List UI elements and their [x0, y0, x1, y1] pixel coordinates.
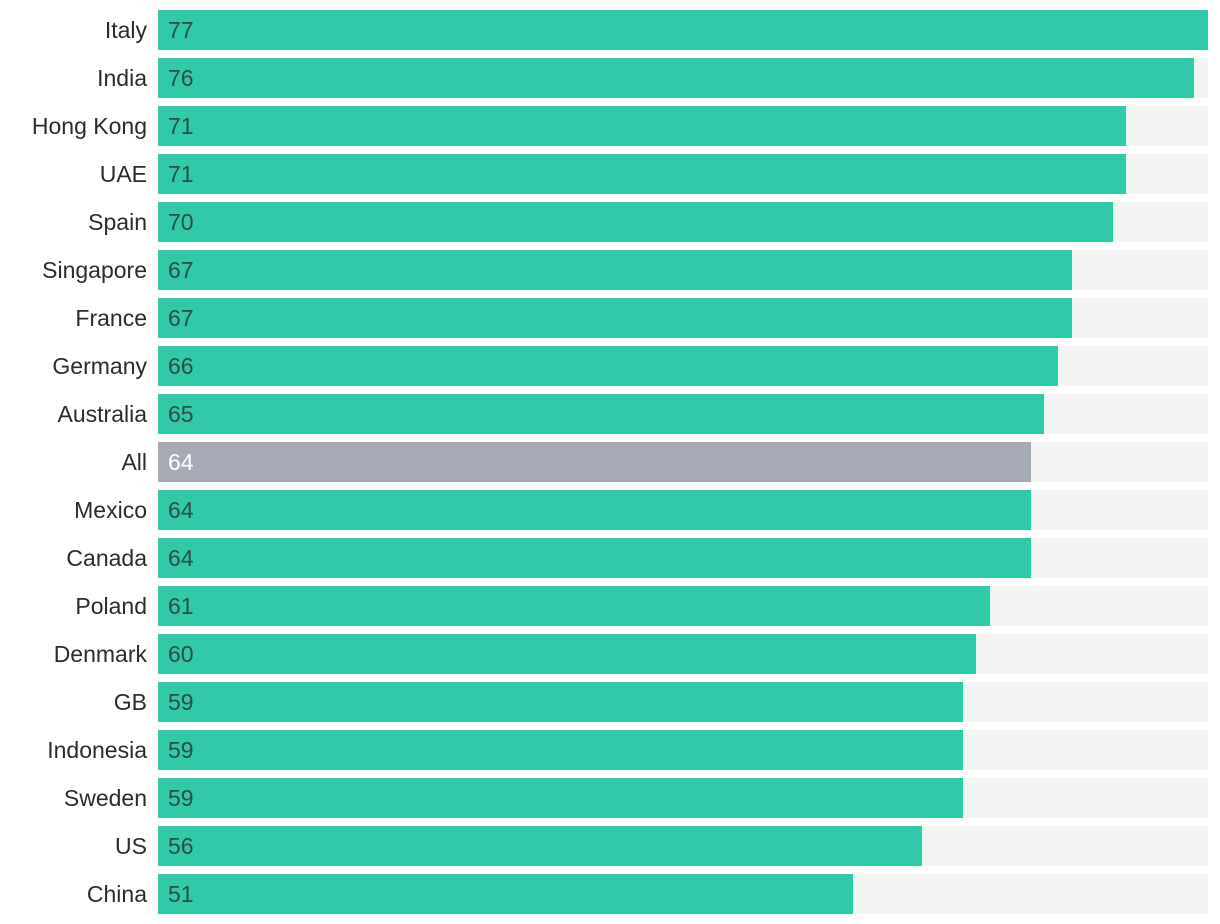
bar	[158, 826, 922, 866]
category-label: India	[97, 65, 147, 91]
category-label: Sweden	[64, 785, 147, 811]
value-label: 67	[168, 257, 194, 283]
value-label: 59	[168, 737, 194, 763]
bar	[158, 874, 853, 914]
category-label: Canada	[66, 545, 147, 571]
category-label: Indonesia	[47, 737, 147, 763]
bar	[158, 538, 1031, 578]
value-label: 64	[168, 449, 194, 475]
bar	[158, 298, 1072, 338]
category-label: US	[115, 833, 147, 859]
category-label: Hong Kong	[32, 113, 147, 139]
bar	[158, 154, 1126, 194]
value-label: 64	[168, 497, 194, 523]
category-label: Denmark	[54, 641, 148, 667]
value-label: 76	[168, 65, 194, 91]
category-label: Australia	[58, 401, 148, 427]
bar	[158, 490, 1031, 530]
bar-highlight	[158, 442, 1031, 482]
bar	[158, 250, 1072, 290]
bars	[158, 10, 1208, 914]
value-label: 71	[168, 113, 194, 139]
bar	[158, 346, 1058, 386]
value-label: 65	[168, 401, 194, 427]
value-label: 66	[168, 353, 194, 379]
value-label: 77	[168, 17, 194, 43]
value-label: 59	[168, 689, 194, 715]
value-labels: 77 76 71 71 70 67 67 66 65 64 64 64 61 60 59 59 59 56 51	[168, 17, 194, 907]
category-label: Spain	[88, 209, 147, 235]
category-labels: Italy India Hong Kong UAE Spain Singapore Fran…	[32, 17, 148, 907]
bar	[158, 10, 1208, 50]
value-label: 51	[168, 881, 194, 907]
bar	[158, 730, 963, 770]
category-label: Singapore	[42, 257, 147, 283]
value-label: 70	[168, 209, 194, 235]
category-label: China	[87, 881, 147, 907]
category-label: Italy	[105, 17, 148, 43]
category-label: Poland	[75, 593, 147, 619]
category-label: Mexico	[74, 497, 147, 523]
category-label: UAE	[100, 161, 147, 187]
category-label: GB	[114, 689, 147, 715]
value-label: 59	[168, 785, 194, 811]
category-label: Germany	[52, 353, 147, 379]
bar	[158, 394, 1044, 434]
bar	[158, 586, 990, 626]
value-label: 60	[168, 641, 194, 667]
value-label: 71	[168, 161, 194, 187]
bar	[158, 202, 1113, 242]
value-label: 56	[168, 833, 194, 859]
category-label: All	[121, 449, 147, 475]
bar	[158, 58, 1194, 98]
value-label: 61	[168, 593, 194, 619]
value-label: 67	[168, 305, 194, 331]
value-label: 64	[168, 545, 194, 571]
bar	[158, 682, 963, 722]
bar	[158, 778, 963, 818]
bar	[158, 634, 976, 674]
category-label: France	[75, 305, 147, 331]
bar	[158, 106, 1126, 146]
